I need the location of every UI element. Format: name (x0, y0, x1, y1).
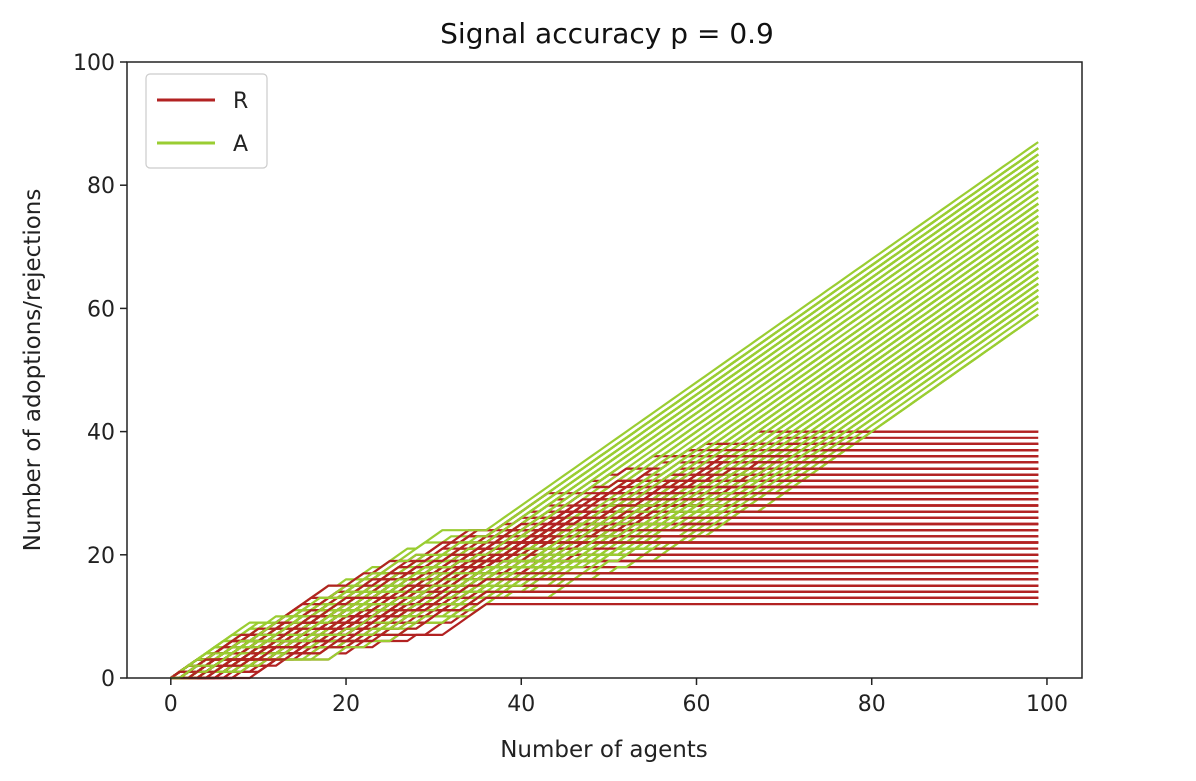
series-r-line (170, 572, 1039, 680)
x-tick-label: 60 (682, 692, 710, 717)
series-r-line (170, 572, 1039, 679)
series-a-line (170, 159, 1039, 679)
legend: R A (145, 73, 268, 169)
series-a-line (170, 202, 1039, 680)
plot-frame (126, 61, 1083, 679)
series-a-line (170, 159, 1039, 679)
series-a-line (170, 159, 1039, 679)
series-a-line (170, 165, 1039, 679)
series-a-line (170, 159, 1039, 679)
series-r-line (170, 572, 1039, 680)
y-tick-label: 20 (87, 544, 115, 569)
series-r-line (170, 449, 1039, 680)
series-r-line (170, 584, 1039, 680)
series-r-line (170, 541, 1039, 679)
series-r-line (170, 572, 1039, 680)
series-r-line (170, 584, 1039, 679)
y-tick-label: 100 (73, 51, 115, 76)
series-r-line (170, 572, 1039, 680)
series-r-line (170, 584, 1039, 680)
series-a-line (170, 202, 1039, 679)
y-tick-label: 40 (87, 421, 115, 446)
series-r-line (170, 584, 1039, 680)
series-r-line (170, 578, 1039, 680)
chart-title: Signal accuracy p = 0.9 (440, 17, 774, 50)
y-axis-label: Number of adoptions/rejections (20, 189, 46, 552)
y-axis: 0 20 40 60 80 100 (73, 51, 127, 692)
series-r-line (170, 584, 1039, 679)
series-a-line (170, 171, 1039, 679)
legend-box (145, 73, 268, 169)
x-tick-label: 20 (332, 692, 360, 717)
series-a-line (170, 165, 1039, 680)
series-a-line (170, 202, 1039, 679)
series-r-line (170, 584, 1039, 680)
x-tick-label: 80 (858, 692, 886, 717)
series-r-line (170, 461, 1039, 679)
legend-label-a: A (233, 132, 248, 157)
series-a-line (170, 171, 1039, 679)
series-a-line (170, 159, 1039, 680)
series-r-line (170, 461, 1039, 680)
series-a-line (170, 171, 1039, 679)
series-r-line (170, 461, 1039, 680)
y-tick-label: 0 (101, 667, 115, 692)
series-a-line (170, 171, 1039, 679)
x-tick-label: 100 (1026, 692, 1068, 717)
x-axis-label: Number of agents (500, 737, 708, 763)
x-tick-label: 0 (164, 692, 178, 717)
series-a-line (170, 295, 1039, 679)
series-r-line (170, 584, 1039, 680)
plot-lines (170, 141, 1039, 680)
y-tick-label: 80 (87, 174, 115, 199)
legend-label-r: R (233, 89, 248, 114)
series-a-line (170, 171, 1039, 680)
series-a-line (170, 171, 1039, 679)
series-a-line (170, 202, 1039, 679)
x-axis: 0 20 40 60 80 100 (164, 678, 1068, 717)
series-a-line (170, 159, 1039, 679)
series-a-line (170, 202, 1039, 679)
y-tick-label: 60 (87, 297, 115, 322)
x-tick-label: 40 (507, 692, 535, 717)
series-a-line (170, 202, 1039, 680)
series-a-line (170, 282, 1039, 680)
series-a-line (170, 165, 1039, 679)
series-a-line (170, 165, 1039, 679)
series-a-line (170, 202, 1039, 680)
series-a-line (170, 159, 1039, 680)
series-r-line (170, 461, 1039, 679)
series-r-line (170, 572, 1039, 680)
series-r-line (170, 461, 1039, 680)
